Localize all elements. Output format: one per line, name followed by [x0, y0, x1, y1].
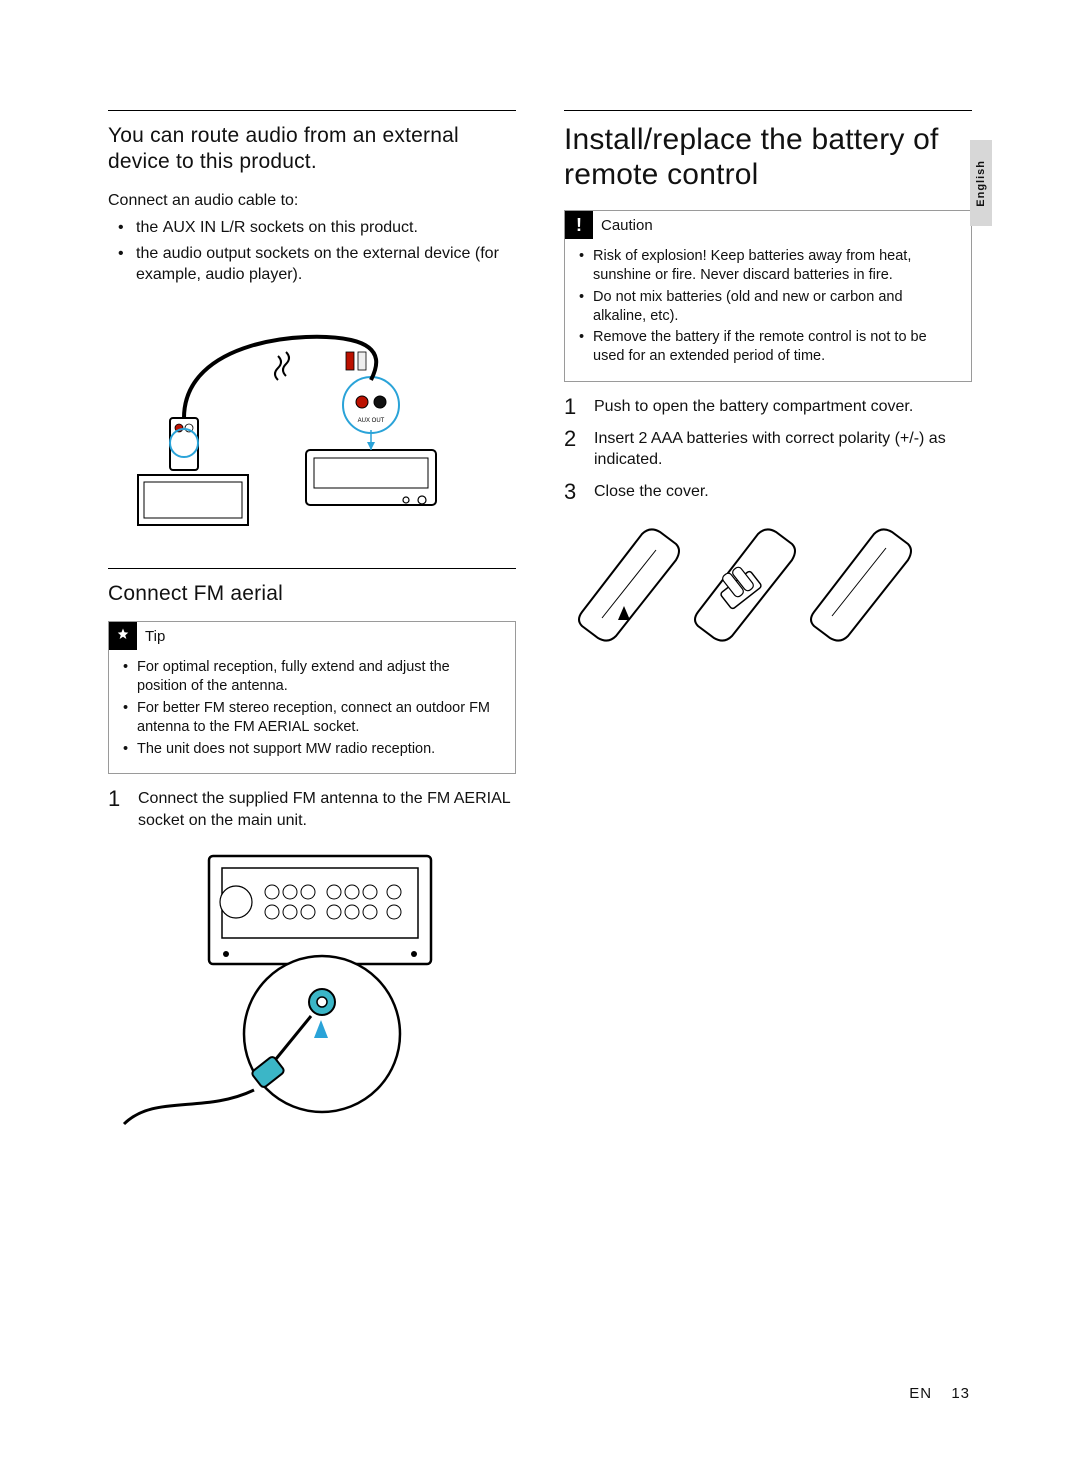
caution-list: Risk of explosion! Keep batteries away f…	[577, 247, 959, 366]
list-item: For optimal reception, fully extend and …	[121, 658, 503, 696]
two-column-layout: You can route audio from an external dev…	[108, 110, 972, 1144]
step-item: Push to open the battery compartment cov…	[564, 396, 972, 418]
text: sockets on this product.	[245, 219, 418, 236]
callout-header: Tip	[109, 622, 515, 650]
section-rule	[108, 110, 516, 111]
route-audio-heading: You can route audio from an external dev…	[108, 123, 516, 176]
right-column: Install/replace the battery of remote co…	[564, 110, 972, 1144]
fm-steps: Connect the supplied FM antenna to the F…	[108, 788, 516, 831]
list-item: the audio output sockets on the external…	[108, 243, 516, 286]
text-bold: FM AERIAL	[427, 790, 511, 807]
list-item: For better FM stereo reception, connect …	[121, 699, 503, 737]
fm-aerial-figure	[114, 844, 444, 1144]
tip-icon	[109, 622, 137, 650]
caution-callout: ! Caution Risk of explosion! Keep batter…	[564, 210, 972, 382]
page-footer: EN 13	[909, 1385, 970, 1402]
tip-callout: Tip For optimal reception, fully extend …	[108, 621, 516, 774]
section-rule	[564, 110, 972, 111]
language-tab: English	[970, 140, 992, 226]
list-item: Risk of explosion! Keep batteries away f…	[577, 247, 959, 285]
route-audio-intro: Connect an audio cable to:	[108, 190, 516, 212]
callout-header: ! Caution	[565, 211, 971, 239]
caution-label: Caution	[601, 217, 653, 234]
text-bold: FM AERIAL	[234, 719, 310, 735]
text-bold: AUX IN L/R	[163, 219, 246, 236]
battery-steps: Push to open the battery compartment cov…	[564, 396, 972, 502]
tip-list: For optimal reception, fully extend and …	[121, 658, 503, 758]
list-item: Do not mix batteries (old and new or car…	[577, 288, 959, 326]
list-item: The unit does not support MW radio recep…	[121, 740, 503, 759]
step-item: Connect the supplied FM antenna to the F…	[108, 788, 516, 831]
text: socket.	[310, 719, 360, 735]
text: Connect the supplied FM antenna to the	[138, 790, 427, 807]
footer-lang: EN	[909, 1385, 932, 1402]
step-item: Insert 2 AAA batteries with correct pola…	[564, 428, 972, 471]
list-item: Remove the battery if the remote control…	[577, 328, 959, 366]
text: the	[136, 219, 163, 236]
text: the audio output sockets on the external…	[136, 245, 499, 284]
text: socket on the main unit.	[138, 812, 307, 829]
route-audio-bullets: the AUX IN L/R sockets on this product. …	[108, 217, 516, 286]
step-item: Close the cover.	[564, 481, 972, 503]
manual-page: English You can route audio from an exte…	[0, 0, 1080, 1472]
left-column: You can route audio from an external dev…	[108, 110, 516, 1144]
tip-label: Tip	[145, 628, 165, 645]
footer-page-number: 13	[951, 1385, 970, 1402]
list-item: the AUX IN L/R sockets on this product.	[108, 217, 516, 239]
battery-heading: Install/replace the battery of remote co…	[564, 123, 972, 192]
svg-text:AUX OUT: AUX OUT	[358, 418, 385, 424]
battery-remote-figure	[564, 514, 916, 644]
language-tab-label: English	[975, 160, 987, 207]
section-rule	[108, 568, 516, 569]
aux-connection-figure: AUX OUT	[126, 300, 446, 540]
caution-icon: !	[565, 211, 593, 239]
fm-aerial-heading: Connect FM aerial	[108, 581, 516, 607]
